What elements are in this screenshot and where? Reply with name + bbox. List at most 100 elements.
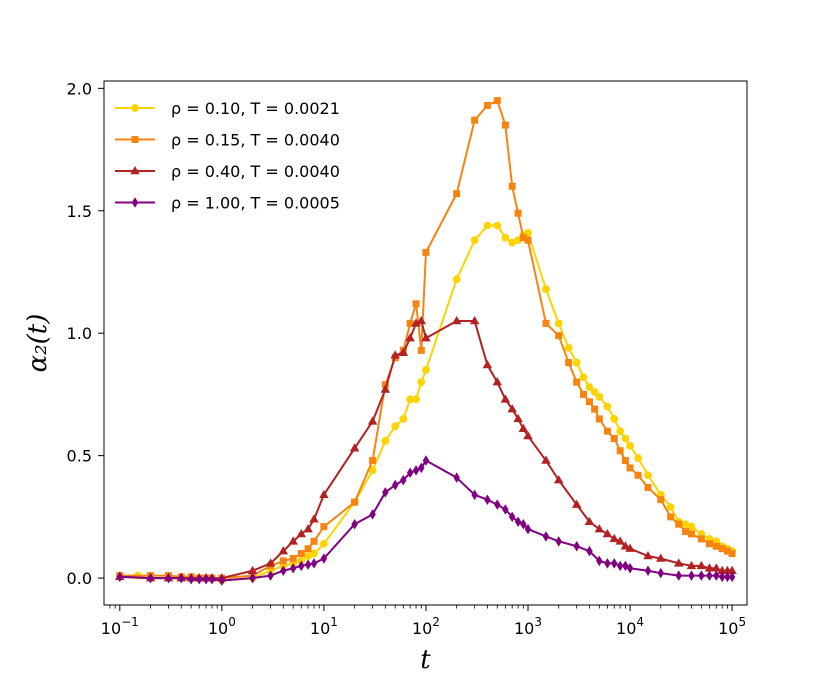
- data-point: [482, 360, 493, 369]
- x-tick-base: 10: [310, 619, 330, 638]
- data-point: [688, 570, 695, 581]
- data-point: [644, 565, 652, 576]
- data-point: [279, 557, 287, 565]
- series-3: [115, 315, 737, 582]
- data-point: [573, 378, 581, 386]
- data-point: [718, 571, 726, 583]
- data-point: [523, 431, 533, 440]
- data-point: [351, 518, 358, 530]
- legend-marker: [130, 166, 140, 175]
- data-point: [541, 455, 551, 464]
- data-point: [411, 318, 421, 327]
- legend-item: ρ = 0.40, T = 0.0040: [115, 162, 340, 181]
- data-point: [644, 483, 652, 491]
- data-point: [706, 570, 713, 581]
- data-point: [399, 415, 408, 423]
- data-point: [391, 479, 399, 491]
- legend-marker: [131, 136, 139, 143]
- data-point: [507, 404, 517, 413]
- data-point: [493, 97, 501, 105]
- data-point: [187, 574, 195, 585]
- data-point: [704, 563, 715, 572]
- data-point: [304, 545, 312, 553]
- data-point: [406, 467, 414, 479]
- data-point: [591, 405, 599, 413]
- data-point: [412, 300, 420, 308]
- data-point: [610, 415, 619, 423]
- x-tick-exponent: 1: [330, 615, 338, 629]
- data-point: [711, 563, 722, 572]
- legend-item: ρ = 1.00, T = 0.0005: [115, 194, 340, 213]
- data-point: [390, 350, 400, 359]
- x-tick-exponent: 0: [228, 615, 236, 629]
- data-point: [564, 343, 573, 352]
- data-point: [686, 560, 697, 570]
- data-point: [555, 332, 563, 340]
- data-point: [698, 570, 705, 581]
- x-tick-base: 10: [412, 619, 432, 638]
- data-point: [298, 560, 305, 572]
- y-tick-label: 0.0: [67, 569, 92, 588]
- data-point: [712, 542, 720, 550]
- data-point: [451, 315, 462, 325]
- y-tick-label: 0.5: [67, 447, 92, 466]
- data-point: [681, 520, 690, 529]
- data-point: [280, 565, 287, 576]
- data-point: [417, 346, 425, 354]
- data-point: [625, 543, 635, 552]
- y-tick-label: 2.0: [67, 79, 92, 98]
- data-point: [579, 373, 588, 382]
- data-point: [687, 522, 696, 531]
- data-point: [657, 567, 665, 579]
- data-point: [508, 511, 516, 523]
- data-point: [422, 248, 430, 256]
- y-tick-label: 1.0: [67, 324, 92, 343]
- data-point: [518, 423, 529, 432]
- data-point: [626, 464, 634, 472]
- data-point: [416, 315, 427, 325]
- data-point: [406, 395, 415, 404]
- y-axis-label: α₂(t): [23, 314, 53, 373]
- data-point: [289, 563, 297, 574]
- data-point: [603, 402, 612, 411]
- data-point: [696, 560, 707, 570]
- data-point: [728, 550, 736, 558]
- data-point: [586, 545, 593, 557]
- data-point: [249, 572, 256, 584]
- data-point: [615, 536, 625, 545]
- series-line: [119, 224, 733, 582]
- data-point: [406, 319, 414, 327]
- data-point: [590, 388, 599, 396]
- x-axis: 10−1 100 101 102 103 104 105: [101, 605, 746, 638]
- data-point: [573, 540, 580, 552]
- x-tick-base: 10: [616, 619, 636, 638]
- data-point: [351, 498, 359, 506]
- data-point: [483, 221, 492, 230]
- data-point: [634, 454, 643, 462]
- data-point: [542, 531, 550, 542]
- legend-label: ρ = 0.40, T = 0.0040: [171, 162, 340, 181]
- data-point: [319, 489, 329, 499]
- data-point: [297, 550, 305, 558]
- x-tick-exponent: 5: [738, 615, 746, 629]
- data-point: [697, 535, 705, 543]
- data-point: [380, 384, 391, 393]
- data-point: [595, 392, 604, 401]
- legend: ρ = 0.10, T = 0.0021 ρ = 0.15, T = 0.0040…: [115, 99, 340, 213]
- data-point: [471, 116, 479, 124]
- data-point: [718, 545, 726, 553]
- data-point: [310, 558, 318, 569]
- data-point: [500, 394, 511, 403]
- data-point: [585, 398, 593, 406]
- legend-label: ρ = 1.00, T = 0.0005: [171, 194, 340, 213]
- x-tick-label: 103: [514, 615, 542, 638]
- x-tick-base: 10: [718, 619, 738, 638]
- x-tick-base: 10: [208, 619, 228, 638]
- data-point: [621, 457, 629, 465]
- data-point: [267, 570, 274, 581]
- data-point: [469, 315, 480, 325]
- data-point: [368, 466, 377, 475]
- data-point: [520, 518, 527, 530]
- data-point: [453, 472, 460, 483]
